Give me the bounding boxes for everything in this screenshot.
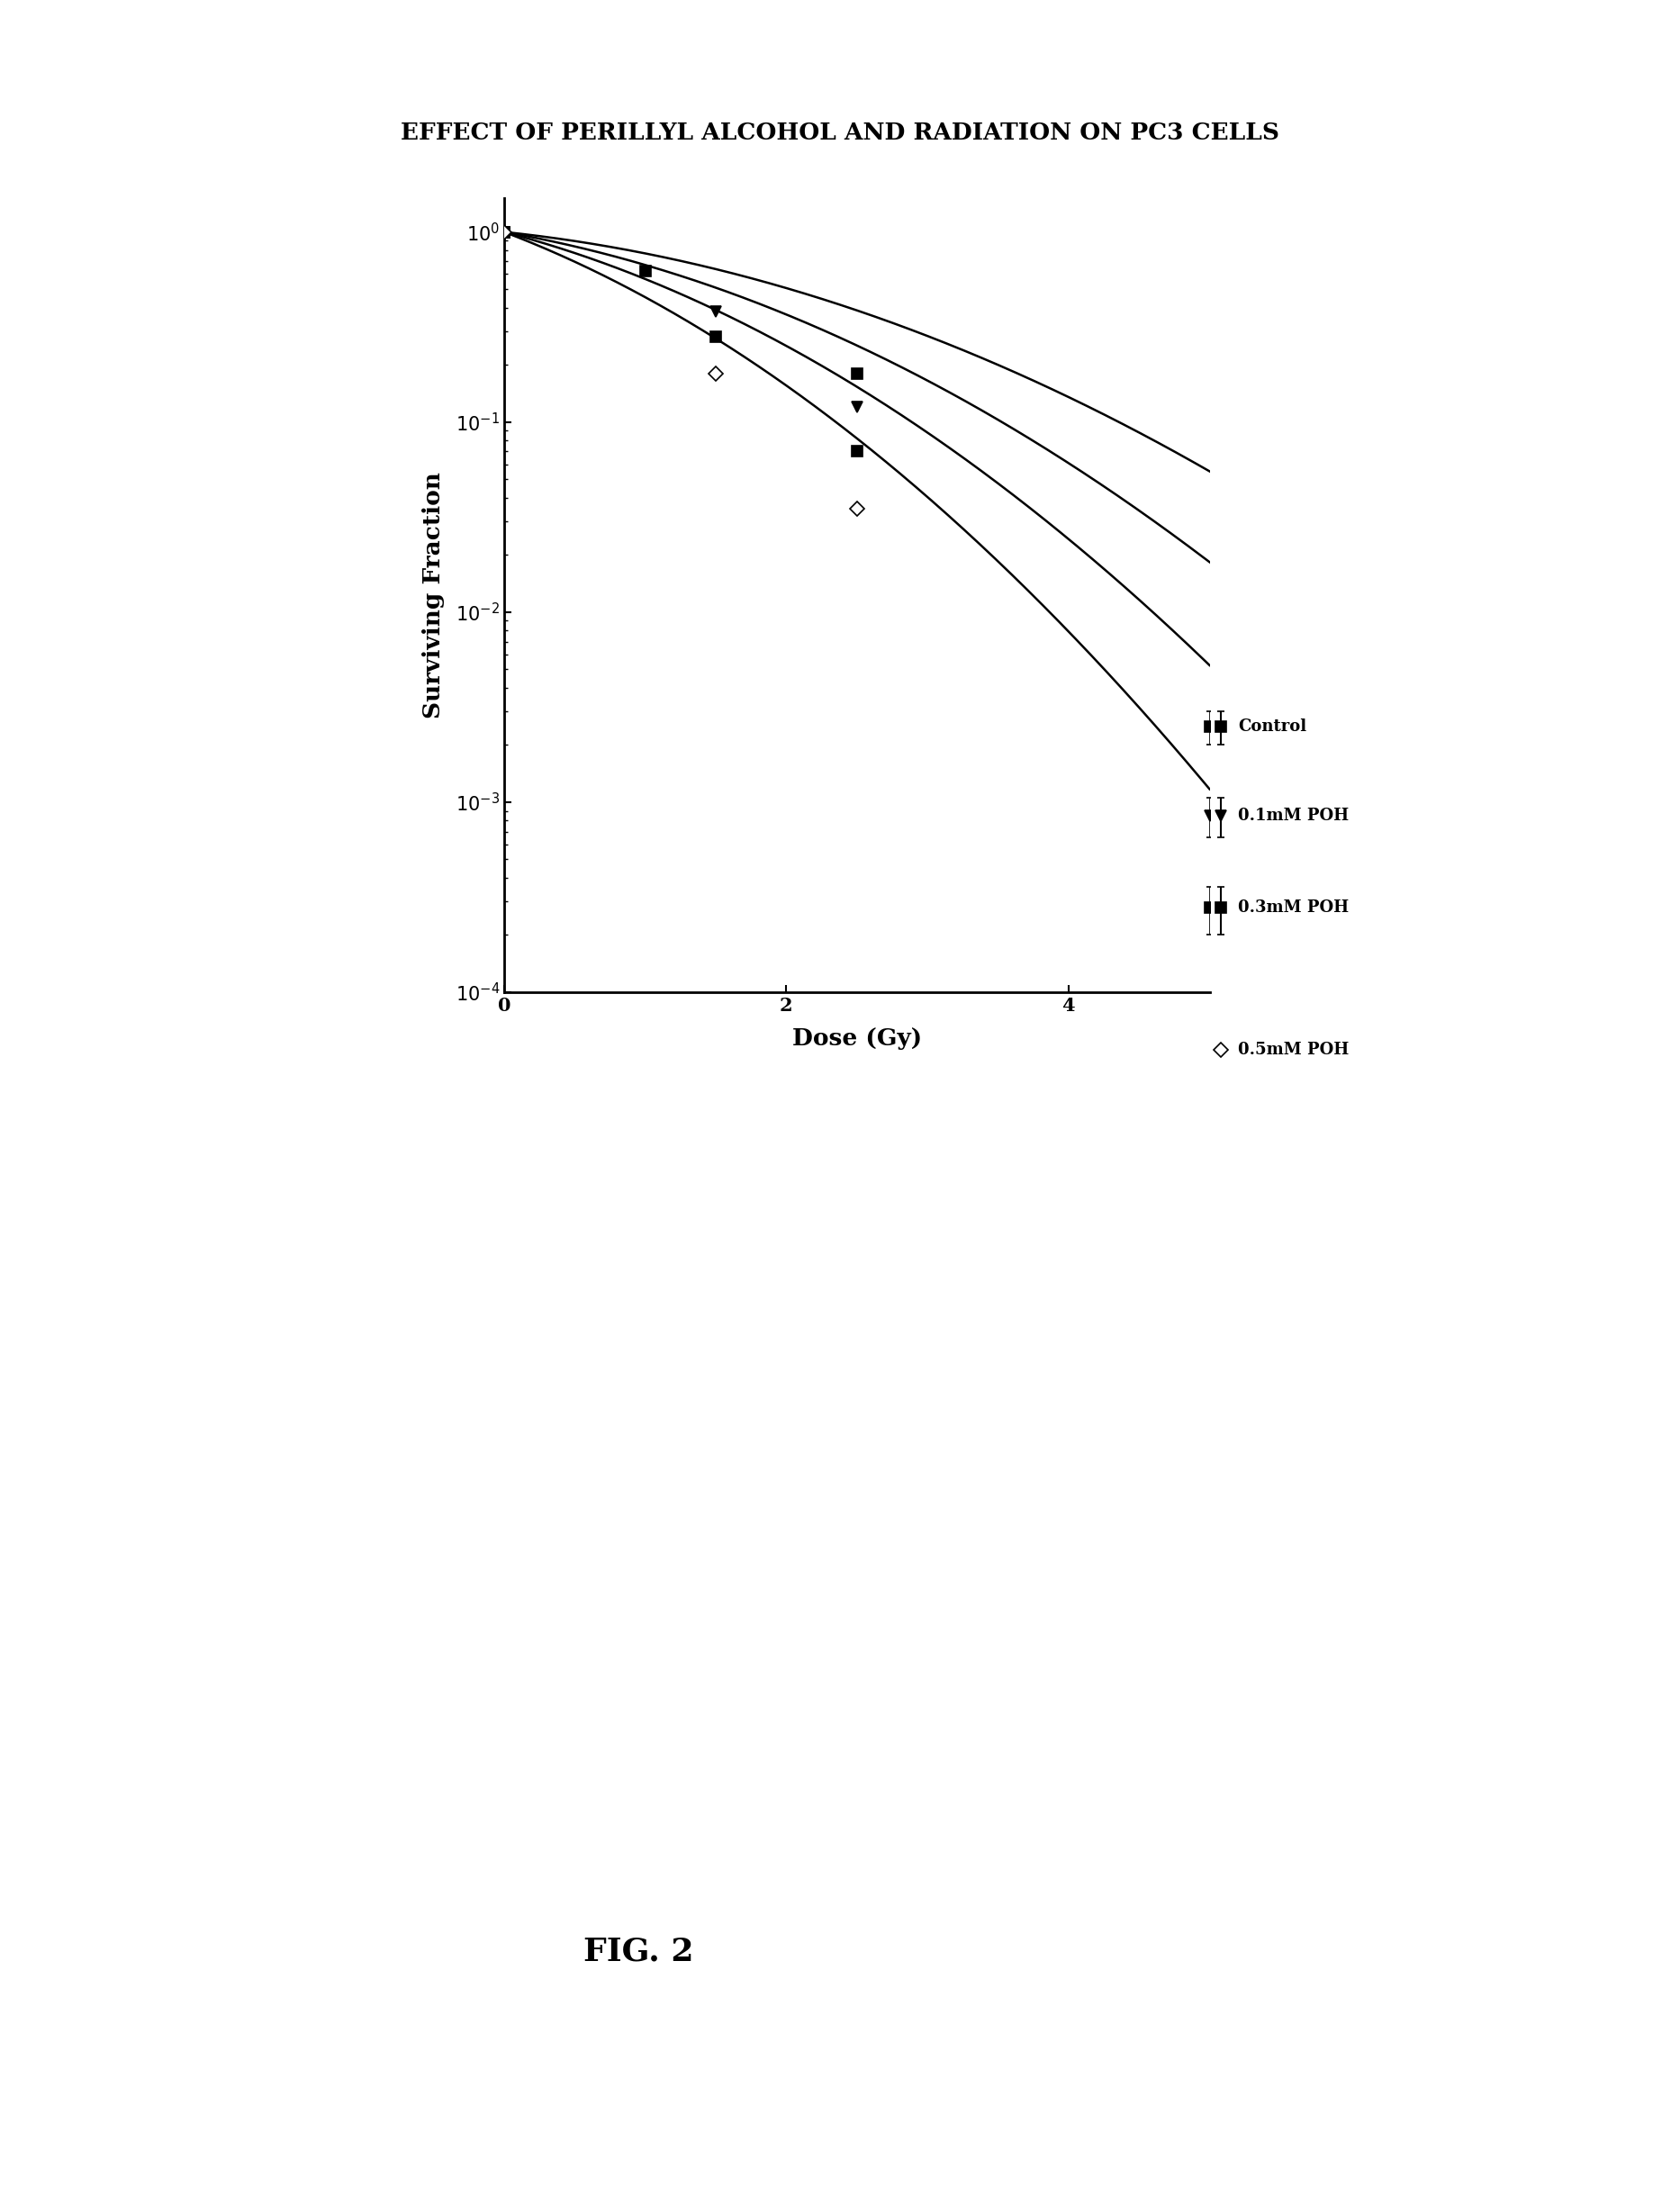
Y-axis label: Surviving Fraction: Surviving Fraction — [423, 472, 445, 719]
Text: 0.1mM POH: 0.1mM POH — [1238, 807, 1349, 825]
Text: FIG. 2: FIG. 2 — [583, 1936, 694, 1967]
Text: Control: Control — [1238, 719, 1307, 734]
Text: 0.5mM POH: 0.5mM POH — [1238, 1041, 1349, 1058]
Text: 0.3mM POH: 0.3mM POH — [1238, 900, 1349, 915]
Text: EFFECT OF PERILLYL ALCOHOL AND RADIATION ON PC3 CELLS: EFFECT OF PERILLYL ALCOHOL AND RADIATION… — [400, 121, 1280, 143]
X-axis label: Dose (Gy): Dose (Gy) — [791, 1028, 922, 1050]
